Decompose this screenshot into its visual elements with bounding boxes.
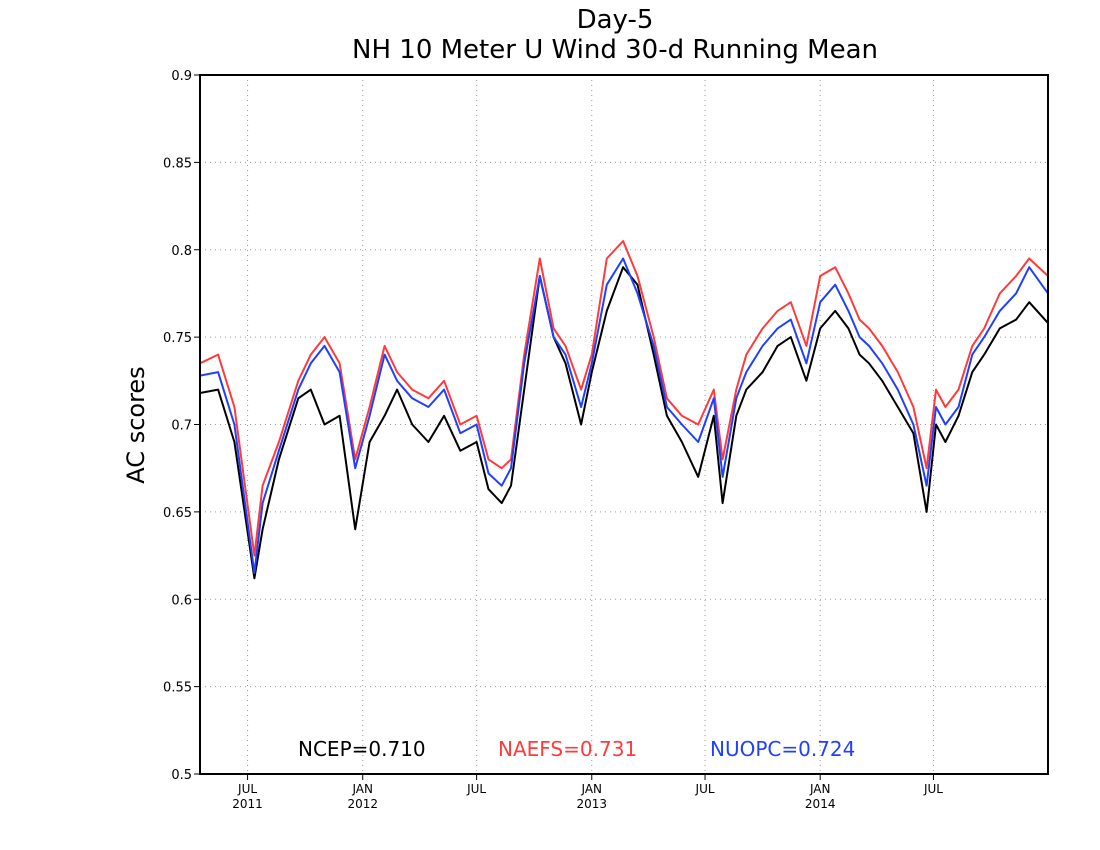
legend: NCEP=0.710 NAEFS=0.731 NUOPC=0.724 — [298, 737, 855, 761]
series-line-ncep — [199, 266, 1049, 580]
grid-lines — [200, 75, 1048, 774]
y-axis-ticks: 0.5 0.55 0.6 0.65 0.7 0.75 0.8 0.85 0.9 — [163, 69, 200, 783]
y-tick-label: 0.55 — [163, 681, 192, 696]
x-tick-year-label: 2012 — [347, 797, 378, 811]
legend-entry-ncep: NCEP=0.710 — [298, 737, 426, 761]
x-tick-year-label: 2014 — [805, 797, 836, 811]
x-tick-label: JUL — [466, 782, 486, 796]
y-tick-label: 0.75 — [163, 331, 192, 346]
y-tick-label: 0.8 — [171, 244, 192, 259]
x-tick-year-label: 2013 — [576, 797, 607, 811]
y-tick-label: 0.9 — [171, 69, 192, 84]
x-tick-label: JAN — [809, 782, 831, 796]
y-tick-label: 0.5 — [171, 768, 192, 783]
x-tick-label: JUL — [695, 782, 715, 796]
x-tick-year-label: 2011 — [232, 797, 263, 811]
y-tick-label: 0.85 — [163, 156, 192, 171]
y-tick-label: 0.7 — [171, 419, 192, 434]
series-line-nuopc — [199, 257, 1049, 574]
chart-subtitle: NH 10 Meter U Wind 30-d Running Mean — [352, 35, 878, 65]
legend-entry-naefs: NAEFS=0.731 — [498, 737, 637, 761]
x-tick-label: JUL — [923, 782, 943, 796]
y-axis-label: AC scores — [122, 366, 150, 483]
y-tick-label: 0.6 — [171, 593, 192, 608]
series-line-naefs — [199, 240, 1049, 557]
x-tick-label: JAN — [351, 782, 373, 796]
chart-title: Day-5 — [577, 5, 654, 35]
legend-entry-nuopc: NUOPC=0.724 — [710, 737, 855, 761]
y-tick-label: 0.65 — [163, 506, 192, 521]
x-tick-label: JAN — [581, 782, 603, 796]
series-lines — [199, 240, 1049, 580]
x-tick-label: JUL — [237, 782, 257, 796]
